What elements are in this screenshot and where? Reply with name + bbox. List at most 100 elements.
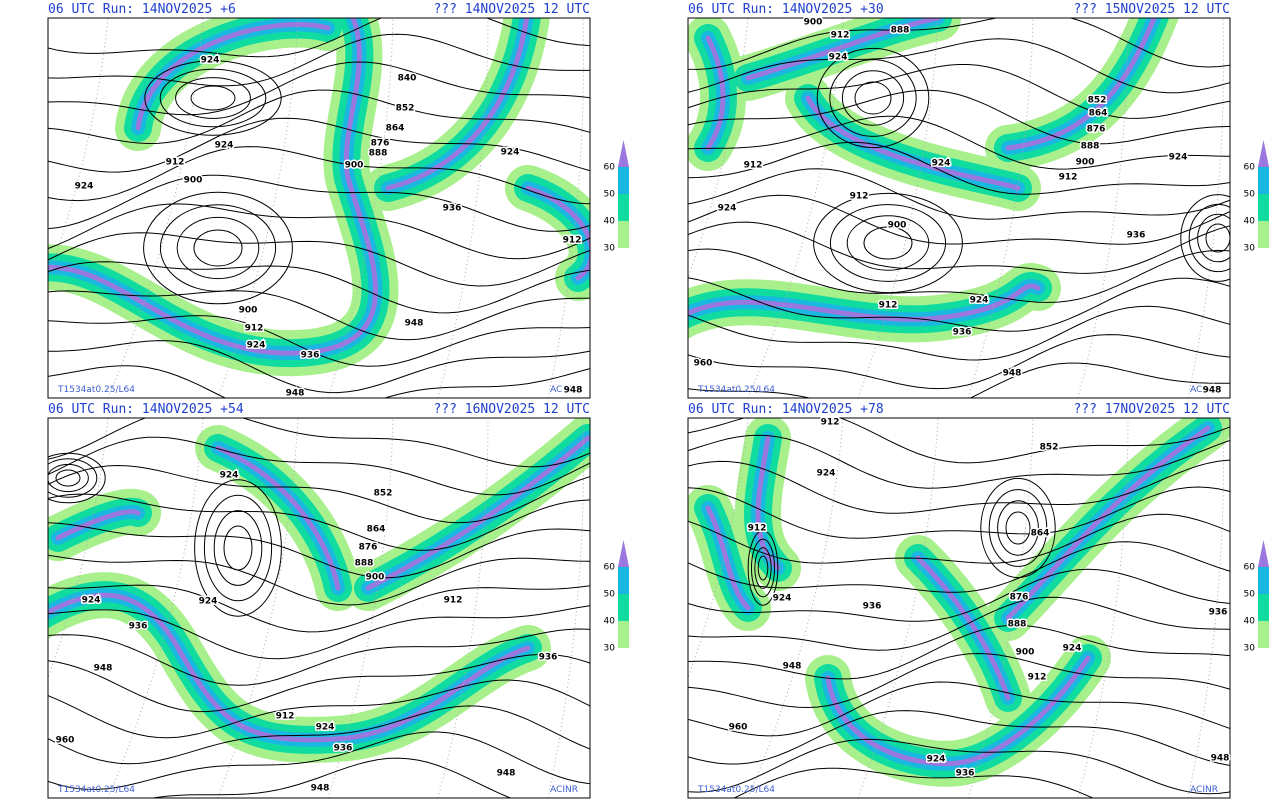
map-area [48, 18, 590, 398]
contour [688, 652, 1230, 709]
contour-label: 924 [773, 594, 792, 604]
footer-left: T1534at0.25/L64 [697, 785, 775, 795]
legend-swatch [618, 167, 629, 194]
contour [733, 767, 1095, 798]
legend-label: 30 [1244, 244, 1256, 254]
contour [48, 463, 89, 493]
contour-label: 936 [301, 351, 320, 361]
contour-label: 924 [927, 755, 946, 765]
contour [854, 81, 892, 115]
contour-label: 948 [1003, 369, 1022, 379]
contour-label: 924 [316, 723, 335, 733]
graticule [437, 18, 489, 398]
contour [829, 59, 917, 137]
contour-label: 888 [355, 559, 374, 569]
contour-label: 924 [817, 469, 836, 479]
contour-label: 924 [75, 182, 94, 192]
contour-label: 936 [1209, 608, 1228, 618]
map-panel [687, 17, 1231, 399]
contour [688, 738, 1230, 795]
contour-label: 912 [850, 192, 869, 202]
contour [48, 628, 590, 686]
contour-label: 960 [729, 723, 748, 733]
legend-swatch [618, 221, 629, 248]
wind-band [55, 509, 141, 541]
footer-left: T1534at0.25/L64 [57, 385, 135, 395]
contour [144, 60, 282, 136]
wind-band [705, 505, 751, 611]
contour-label: 948 [1203, 386, 1222, 396]
header-left: 06 UTC Run: 14NOV2025 +78 [688, 402, 884, 417]
legend-label: 30 [1244, 644, 1256, 654]
contour [48, 458, 98, 498]
contour-label: 948 [286, 389, 305, 399]
contour [688, 64, 1230, 119]
header-right: ??? 17NOV2025 12 UTC [1073, 402, 1230, 417]
contour-label: 924 [1169, 153, 1188, 163]
legend-label: 30 [604, 644, 616, 654]
contour-label: 936 [953, 328, 972, 338]
contour-label: 960 [694, 359, 713, 369]
contour [48, 117, 590, 173]
contour-label: 924 [82, 596, 101, 606]
contour-label: 924 [718, 204, 737, 214]
legend-label: 60 [604, 563, 616, 573]
contour [688, 18, 1230, 70]
legend-arrow [618, 540, 629, 567]
map-panel [47, 417, 591, 799]
footer-right: ACINR [550, 385, 578, 395]
contour-label: 876 [1010, 593, 1029, 603]
contour [688, 89, 1230, 145]
legend-swatch [618, 621, 629, 648]
contour-label: 864 [1031, 529, 1050, 539]
map-frame [47, 417, 591, 799]
wind-band [755, 435, 781, 571]
contour-label: 936 [443, 204, 462, 214]
contour [48, 340, 590, 394]
contour [48, 654, 590, 713]
legend-label: 60 [1244, 563, 1256, 573]
contour-label: 912 [245, 324, 264, 334]
contour [48, 203, 590, 260]
contour [48, 493, 590, 551]
contour [688, 710, 1230, 766]
header-right: ??? 15NOV2025 12 UTC [1073, 2, 1230, 17]
legend-swatch [618, 594, 629, 621]
map-panel [47, 17, 591, 399]
contour [829, 204, 947, 282]
contour-label: 948 [94, 664, 113, 674]
wind-band [215, 445, 341, 591]
wind-band [825, 655, 1091, 767]
contour [688, 248, 1230, 303]
legend-label: 60 [604, 163, 616, 173]
contour-label: 936 [956, 769, 975, 779]
contour [688, 568, 1230, 622]
contour-label: 912 [276, 712, 295, 722]
contour [48, 18, 590, 58]
contour [48, 33, 590, 87]
contour-label: 900 [888, 221, 907, 231]
graticule [747, 18, 844, 398]
header-right: ??? 14NOV2025 12 UTC [433, 2, 590, 17]
legend-label: 40 [1244, 617, 1256, 627]
contour [55, 469, 81, 487]
contour-label: 852 [1088, 96, 1107, 106]
contour [813, 192, 963, 294]
contour-label: 924 [199, 597, 218, 607]
contour [688, 418, 1230, 464]
map-frame [47, 17, 591, 399]
contour [48, 232, 590, 287]
contour [203, 494, 273, 602]
contour [48, 146, 590, 205]
contour-label: 936 [863, 602, 882, 612]
contour-label: 912 [831, 31, 850, 41]
contour-label: 840 [398, 74, 417, 84]
contour [841, 70, 905, 126]
contour [688, 681, 1230, 737]
legend-arrow [1258, 540, 1269, 567]
graticule [1077, 18, 1129, 398]
contour [997, 500, 1039, 556]
contour [176, 216, 260, 280]
contour-label: 948 [783, 662, 802, 672]
legend-label: 40 [604, 217, 616, 227]
